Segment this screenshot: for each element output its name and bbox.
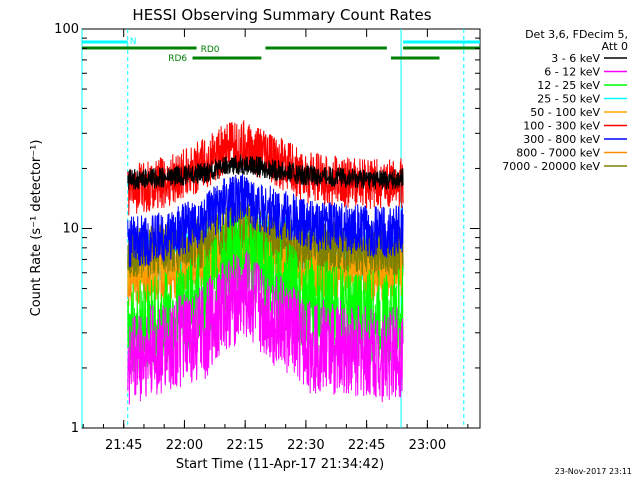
- status-bar-label-n: N: [130, 37, 137, 47]
- chart-title: HESSI Observing Summary Count Rates: [132, 6, 431, 24]
- legend-label: 3 - 6 keV: [551, 52, 600, 65]
- legend-label: 7000 - 20000 keV: [502, 160, 600, 173]
- legend-header: Det 3,6, FDecim 5,: [525, 28, 628, 41]
- legend-label: 800 - 7000 keV: [516, 147, 600, 160]
- x-tick-label: 23:00: [409, 438, 446, 453]
- x-tick-label: 22:45: [348, 438, 385, 453]
- y-axis-ticks: 1 10 100: [54, 22, 480, 436]
- status-bar-label-rd0: RD0: [201, 45, 220, 55]
- series-line-300-800keV: [127, 174, 404, 268]
- status-bars: N RD0 RD6: [82, 37, 480, 64]
- legend-label: 25 - 50 keV: [537, 93, 600, 106]
- legend-label: 50 - 100 keV: [530, 106, 600, 119]
- x-tick-label: 21:45: [105, 438, 142, 453]
- series-lines: [127, 120, 404, 405]
- legend-label: 12 - 25 keV: [537, 79, 600, 92]
- x-tick-label: 22:15: [226, 438, 263, 453]
- legend-label: 6 - 12 keV: [544, 66, 600, 79]
- footer-date: 23-Nov-2017 23:11: [555, 467, 632, 476]
- status-bar-label-rd6: RD6: [168, 54, 187, 64]
- x-tick-label: 22:00: [166, 438, 203, 453]
- legend-label: 300 - 800 keV: [523, 133, 600, 146]
- y-tick-label: 1: [71, 421, 79, 436]
- y-tick-label: 10: [62, 222, 79, 237]
- y-axis-label: Count Rate (s⁻¹ detector⁻¹): [29, 140, 44, 317]
- legend-label: 100 - 300 keV: [523, 120, 600, 133]
- x-tick-label: 22:30: [287, 438, 324, 453]
- x-axis-label: Start Time (11-Apr-17 21:34:42): [176, 457, 384, 472]
- legend-header-2: Att 0: [602, 40, 628, 53]
- y-tick-label: 100: [54, 22, 79, 37]
- series-line-3-6keV: [127, 154, 404, 191]
- series-line-100-300keV: [127, 120, 404, 216]
- x-axis-ticks: 21:45 22:00 22:15 22:30 22:45 23:00: [82, 29, 469, 453]
- series-line-6-12keV: [127, 250, 404, 405]
